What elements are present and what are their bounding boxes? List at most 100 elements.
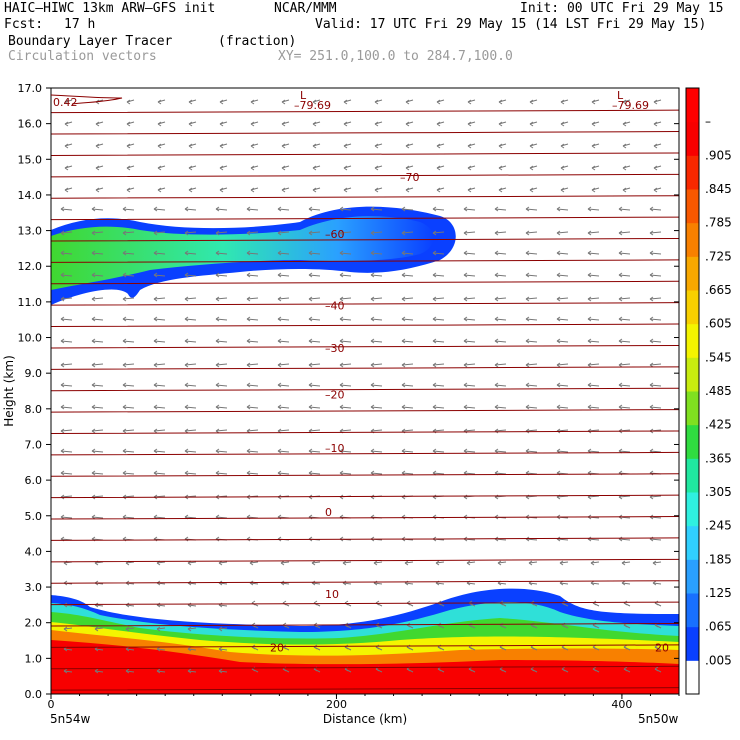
vector-arrowhead xyxy=(525,316,530,322)
vector-arrowhead xyxy=(590,560,595,566)
colorbar-swatch xyxy=(686,256,699,291)
vector-arrow xyxy=(494,363,507,366)
vector-arrowhead xyxy=(122,230,127,236)
vector-arrowhead xyxy=(653,143,658,149)
vector-arrow xyxy=(528,582,538,585)
vector-arrow xyxy=(94,561,104,564)
vector-arrowhead xyxy=(157,187,162,193)
vector-arrowhead xyxy=(122,448,127,454)
vector-arrowhead xyxy=(64,99,69,105)
vector-arrow xyxy=(215,406,228,409)
vector-arrowhead xyxy=(122,404,127,410)
low-marker-left: L xyxy=(300,89,307,102)
vector-arrow xyxy=(63,670,73,673)
vector-arrowhead xyxy=(591,99,596,105)
vector-arrow xyxy=(122,297,135,300)
isotherm-label: –40 xyxy=(325,299,345,312)
vector-arrow xyxy=(246,429,259,432)
vector-arrowhead xyxy=(91,362,96,368)
vector-arrowhead xyxy=(618,382,623,388)
vector-arrowhead xyxy=(401,206,406,212)
vector-arrowhead xyxy=(188,165,193,171)
vector-arrowhead xyxy=(246,296,251,302)
colorbar-swatch xyxy=(686,593,699,628)
vector-arrowhead xyxy=(587,272,592,278)
vector-arrow xyxy=(125,648,135,651)
valid-time: Valid: 17 UTC Fri 29 May 15 (14 LST Fri … xyxy=(315,17,707,32)
isotherm-label: 0 xyxy=(325,506,332,519)
vector-arrow xyxy=(184,252,197,255)
vector-arrowhead xyxy=(188,143,193,149)
vector-arrow xyxy=(649,208,662,211)
vector-arrowhead xyxy=(184,470,189,476)
vector-arrowhead xyxy=(277,250,282,256)
vector-arrowhead xyxy=(525,250,530,256)
vector-arrowhead xyxy=(156,626,161,632)
vector-arrow xyxy=(525,450,538,453)
vector-arrow xyxy=(339,231,352,234)
vector-arrow xyxy=(184,406,197,409)
vector-arrowhead xyxy=(60,250,65,256)
vector-arrowhead xyxy=(122,206,127,212)
vector-arrow xyxy=(556,363,569,366)
vector-arrowhead xyxy=(529,165,534,171)
vector-arrowhead xyxy=(153,362,158,368)
vector-arrowhead xyxy=(494,316,499,322)
vector-arrowhead xyxy=(277,230,282,236)
vector-arrowhead xyxy=(246,250,251,256)
vector-arrow xyxy=(153,340,166,343)
vector-arrow xyxy=(311,561,321,564)
vector-arrow xyxy=(249,561,259,564)
vector-arrow xyxy=(370,384,383,387)
vector-arrow xyxy=(556,252,569,255)
vector-arrow xyxy=(556,318,569,321)
colorbar-label: .665 xyxy=(705,283,732,297)
vector-arrow xyxy=(125,604,135,607)
vector-arrowhead xyxy=(187,668,192,674)
y-tick-label: 3.0 xyxy=(25,581,43,594)
vector-arrow xyxy=(587,297,600,300)
vector-arrow xyxy=(94,670,104,673)
vector-arrowhead xyxy=(63,668,68,674)
vector-arrowhead xyxy=(467,187,472,193)
vector-arrow xyxy=(559,561,569,564)
vector-arrow xyxy=(497,582,507,585)
vector-arrowhead xyxy=(529,187,534,193)
colorbar-label: .725 xyxy=(705,249,732,263)
vector-arrowhead xyxy=(525,296,530,302)
vector-arrowhead xyxy=(122,362,127,368)
vector-arrowhead xyxy=(343,165,348,171)
vector-arrow xyxy=(404,582,414,585)
vector-arrow xyxy=(649,274,662,277)
vector-arrowhead xyxy=(618,316,623,322)
vector-arrow xyxy=(649,340,662,343)
vector-arrowhead xyxy=(560,99,565,105)
vector-arrowhead xyxy=(215,470,220,476)
colorbar-label: .785 xyxy=(705,216,732,230)
vector-arrow xyxy=(153,297,166,300)
vector-arrowhead xyxy=(250,99,255,105)
vector-arrow xyxy=(246,472,259,475)
y-tick-label: 6.0 xyxy=(25,474,43,487)
vector-arrowhead xyxy=(373,560,378,566)
vector-arrow xyxy=(432,297,445,300)
vector-arrowhead xyxy=(153,316,158,322)
vector-arrowhead xyxy=(308,404,313,410)
y-tick-label: 14.0 xyxy=(18,189,43,202)
isotherm-label: –60 xyxy=(325,228,345,241)
vector-arrow xyxy=(556,429,569,432)
vector-arrow xyxy=(494,472,507,475)
vector-arrowhead xyxy=(311,560,316,566)
vector-arrow xyxy=(246,274,259,277)
isotherm-line xyxy=(51,173,679,178)
vector-arrow xyxy=(215,472,228,475)
vector-arrow xyxy=(156,670,166,673)
vector-arrow xyxy=(432,231,445,234)
vector-arrowhead xyxy=(308,206,313,212)
vector-arrow xyxy=(590,561,600,564)
vector-arrow xyxy=(370,406,383,409)
vector-arrow xyxy=(528,561,538,564)
vector-arrowhead xyxy=(339,448,344,454)
vector-arrowhead xyxy=(525,382,530,388)
colorbar-swatch xyxy=(686,424,699,459)
